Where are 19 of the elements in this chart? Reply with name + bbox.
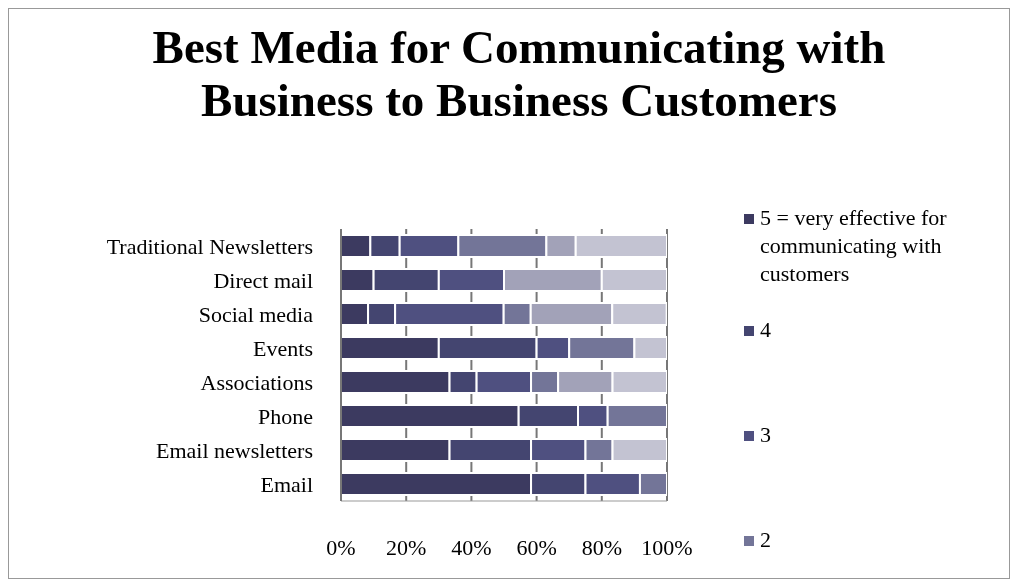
x-tick-label: 100% [641,534,693,560]
y-tick-label: Traditional Newsletters [106,233,313,259]
legend-label: 3 [760,421,771,449]
y-tick-label: Events [253,335,313,361]
y-tick-label: Social media [198,301,314,327]
x-tick-label: 40% [451,534,492,560]
legend-label: 5 = very effective for communicating with customers [760,204,948,288]
legend-label: 2 [760,526,771,554]
x-tick-label: 0% [326,534,356,560]
x-tick-label: 80% [581,534,622,560]
y-tick-label: Email [260,471,313,497]
chart-title: Best Media for Communicating with Business to Business Customers [151,21,887,127]
x-tick-label: 60% [516,534,557,560]
y-tick-label: Email newsletters [155,437,313,463]
legend-label: 4 [760,316,771,344]
y-tick-label: Associations [200,369,313,395]
y-tick-label: Direct mail [213,267,313,293]
y-tick-label: Phone [258,403,313,429]
x-tick-label: 20% [386,534,427,560]
